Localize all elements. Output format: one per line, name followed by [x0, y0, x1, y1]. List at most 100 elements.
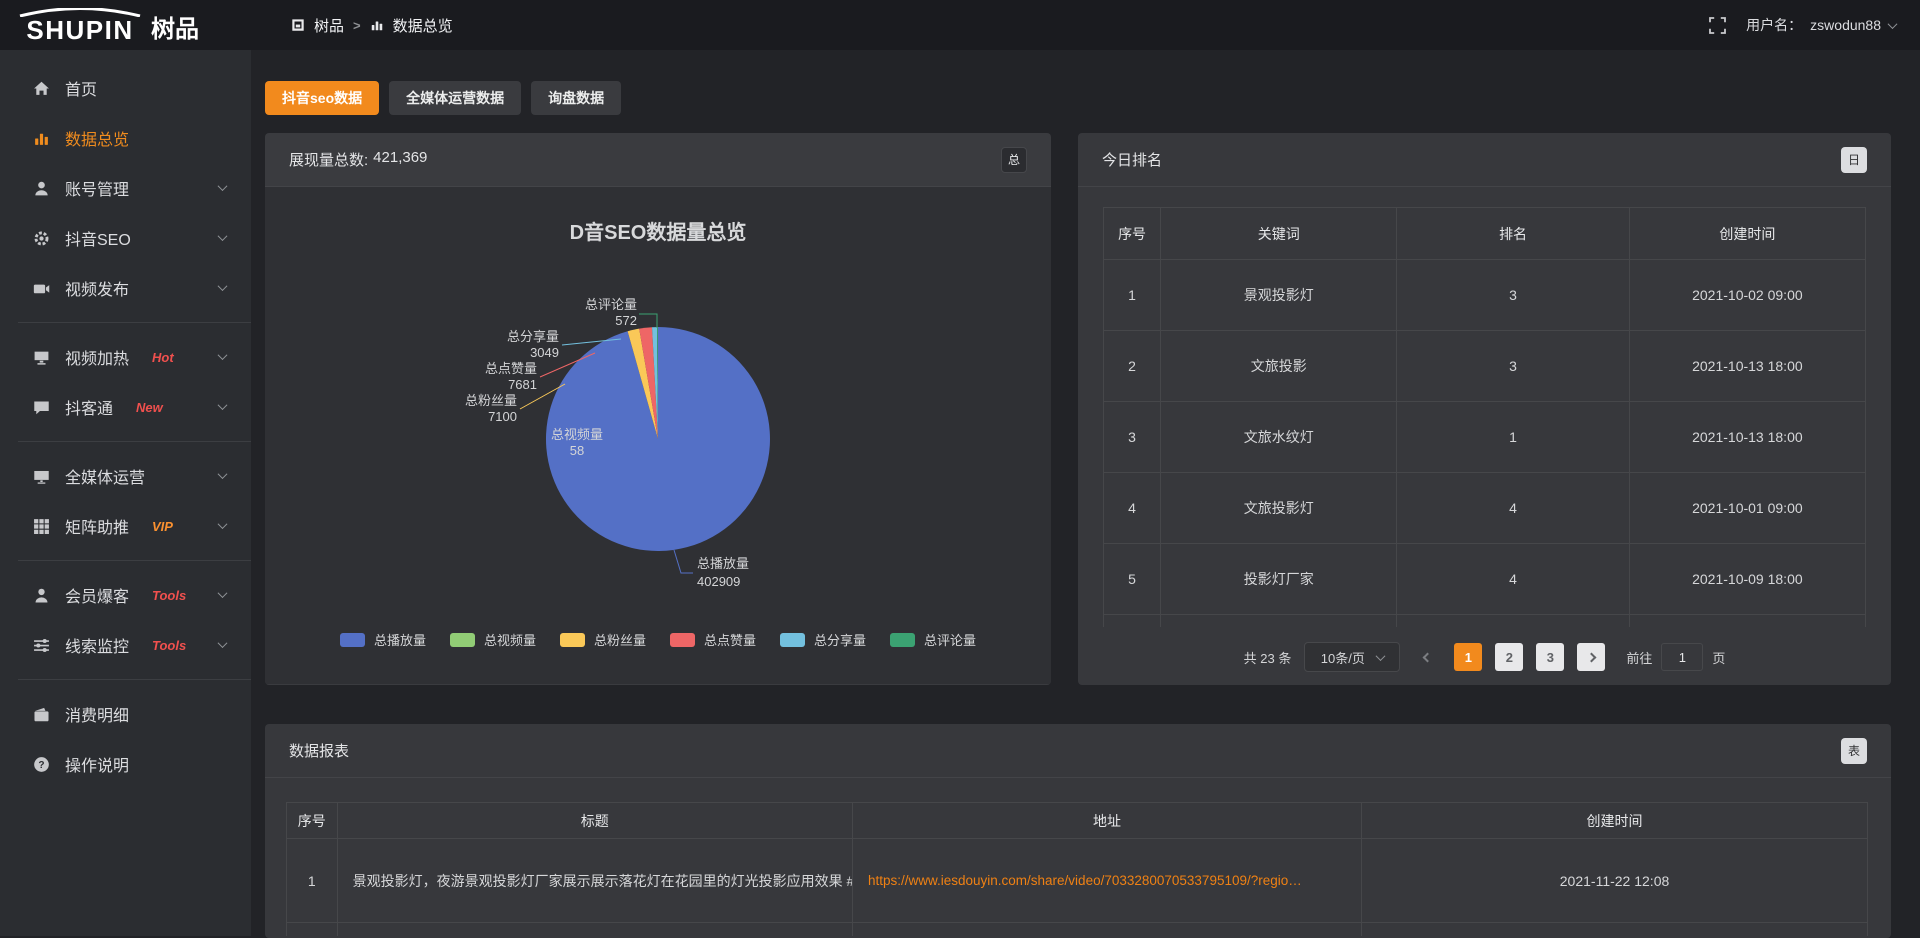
legend-item-play[interactable]: 总播放量 [339, 630, 426, 649]
sidebar-item-home[interactable]: 首页 [0, 63, 251, 113]
sidebar-item-label: 矩阵助推 [65, 520, 130, 537]
legend-swatch [559, 632, 585, 647]
callout-shares [561, 338, 622, 346]
table-row: 1 景观投影灯 3 2021-10-02 09:00 [1103, 259, 1866, 331]
prev-page-button[interactable] [1413, 643, 1441, 671]
sidebar-item-doukitong[interactable]: 抖客通 New [0, 382, 251, 432]
pie-slice-likes[interactable] [639, 327, 658, 439]
legend-item-fans[interactable]: 总粉丝量 [559, 630, 646, 649]
legend-item-videos[interactable]: 总视频量 [449, 630, 536, 649]
sidebar-item-label: 抖音SEO [65, 232, 131, 249]
goto-page-input[interactable] [1661, 643, 1704, 671]
label-likes: 总点赞量 [485, 361, 537, 376]
total-view-toggle[interactable]: 总 [1001, 146, 1027, 173]
value-play: 402909 [697, 574, 740, 589]
sidebar-divider [18, 441, 251, 442]
page-button-2[interactable]: 2 [1495, 643, 1524, 671]
page-button-1[interactable]: 1 [1454, 643, 1483, 671]
label-play: 总播放量 [697, 556, 749, 571]
chevron-down-icon [217, 350, 228, 361]
pagination: 共 23 条 10条/页 1 2 3 前往 页 [1078, 642, 1891, 672]
video-icon [33, 284, 50, 293]
username-label: 用户名： [1746, 17, 1803, 33]
page-size-select[interactable]: 10条/页 [1304, 642, 1401, 672]
daily-view-toggle[interactable]: 日 [1841, 146, 1867, 173]
sidebar-item-help[interactable]: ? 操作说明 [0, 739, 251, 789]
table-row: 4 文旅投影灯 4 2021-10-01 09:00 [1103, 472, 1866, 544]
legend-swatch [780, 632, 806, 647]
sidebar-item-matrix-boost[interactable]: 矩阵助推 VIP [0, 501, 251, 551]
tab-omni-media[interactable]: 全媒体运营数据 [389, 81, 522, 115]
sidebar-item-data-overview[interactable]: 数据总览 [0, 113, 251, 163]
sidebar-divider [18, 560, 251, 561]
impressions-value: 421,369 [373, 149, 428, 166]
chevron-down-icon [217, 181, 228, 192]
table-header-row: 序号 标题 地址 创建时间 [286, 802, 1868, 839]
pie-slice-shares[interactable] [652, 327, 658, 439]
sidebar-item-label: 消费明细 [65, 708, 130, 725]
video-link[interactable]: https://www.iesdouyin.com/share/video/70… [851, 838, 1363, 923]
pie-chart: D音SEO数据量总览 总评论量 572 总分享量 [265, 187, 1051, 684]
panel-title: 今日排名 [1102, 152, 1163, 169]
sidebar-item-label: 账号管理 [65, 182, 130, 199]
sliders-icon [34, 638, 49, 652]
person-icon [35, 588, 48, 603]
sidebar-item-label: 全媒体运营 [65, 470, 146, 487]
question-circle-icon: ? [34, 756, 49, 772]
value-videos: 58 [570, 443, 584, 458]
breadcrumb-root[interactable]: 树品 [314, 17, 345, 35]
pie-slice-play[interactable] [545, 327, 770, 551]
wallet-icon [34, 707, 49, 721]
top-header: SHUPIN 树品 树品 > 数据总览 用户名： zswodun88 [0, 0, 1920, 50]
legend-swatch [890, 632, 916, 647]
sidebar-item-spend-detail[interactable]: 消费明细 [0, 689, 251, 739]
legend-item-comments[interactable]: 总评论量 [890, 630, 976, 649]
user-menu[interactable]: 用户名： zswodun88 [1746, 15, 1898, 35]
sidebar-item-video-heat[interactable]: 视频加热 Hot [0, 332, 251, 382]
pie-slice-comments[interactable] [657, 327, 658, 439]
pie-chart-svg: D音SEO数据量总览 总评论量 572 总分享量 [465, 220, 770, 589]
next-page-button[interactable] [1577, 643, 1606, 671]
logo-arc-icon [19, 7, 141, 17]
username: zswodun88 [1810, 17, 1881, 33]
sidebar: 首页 数据总览 账号管理 抖音SEO 视频发布 视频加热 Hot 抖客通 New… [0, 50, 251, 936]
sidebar-item-video-publish[interactable]: 视频发布 [0, 263, 251, 313]
label-comments: 总评论量 [585, 297, 637, 312]
col-keyword: 关键词 [1160, 207, 1398, 260]
chart-title: D音SEO数据量总览 [570, 220, 747, 244]
impressions-summary: 展现量总数: 421,369 [289, 149, 427, 170]
table-header-row: 序号 关键词 排名 创建时间 [1103, 207, 1866, 260]
sidebar-item-lead-monitor[interactable]: 线索监控 Tools [0, 620, 251, 670]
sidebar-item-douyin-seo[interactable]: 抖音SEO [0, 213, 251, 263]
table-view-toggle[interactable]: 表 [1841, 737, 1867, 764]
bar-chart-icon [371, 21, 382, 31]
report-table: 序号 标题 地址 创建时间 1 景观投影灯，夜游景观投影灯厂家展示展示落花灯在花… [286, 802, 1868, 936]
page-button-3[interactable]: 3 [1536, 643, 1565, 671]
legend-swatch [449, 632, 475, 647]
tools-badge: Tools [152, 587, 187, 603]
col-created: 创建时间 [1628, 207, 1866, 260]
table-row: 5 投影灯厂家 4 2021-10-09 18:00 [1103, 543, 1866, 615]
label-fans: 总粉丝量 [465, 393, 517, 408]
sidebar-divider [18, 679, 251, 680]
sidebar-item-omni-media[interactable]: 全媒体运营 [0, 451, 251, 501]
legend-item-shares[interactable]: 总分享量 [780, 630, 866, 649]
svg-text:?: ? [38, 760, 44, 771]
sidebar-item-member-burst[interactable]: 会员爆客 Tools [0, 570, 251, 620]
fullscreen-icon[interactable] [1709, 16, 1727, 34]
chevron-down-icon [217, 638, 228, 649]
sidebar-item-label: 视频发布 [65, 282, 130, 299]
chevron-down-icon [217, 469, 228, 480]
sidebar-item-label: 首页 [65, 82, 98, 99]
label-shares: 总分享量 [507, 329, 559, 344]
tab-douyin-seo[interactable]: 抖音seo数据 [265, 81, 380, 115]
sidebar-item-account[interactable]: 账号管理 [0, 163, 251, 213]
monitor-icon [34, 470, 49, 484]
callout-comments [639, 313, 658, 328]
tab-inquiry[interactable]: 询盘数据 [531, 81, 622, 115]
goto-page: 前往 页 [1626, 643, 1725, 671]
sidebar-item-label: 线索监控 [65, 639, 130, 656]
chat-icon [34, 400, 49, 414]
pie-slice-fans[interactable] [627, 328, 658, 439]
legend-item-likes[interactable]: 总点赞量 [670, 630, 756, 649]
